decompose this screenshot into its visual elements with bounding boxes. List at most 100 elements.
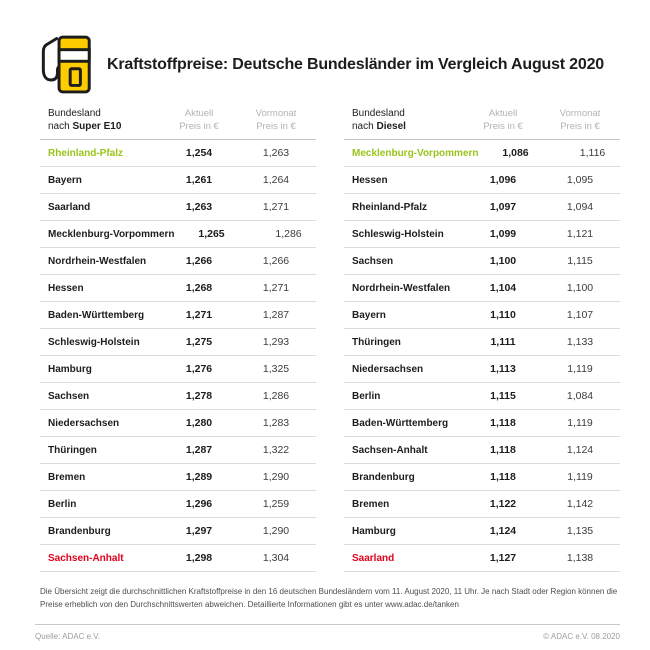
previous-month-price: 1,271 [262, 282, 290, 294]
table-header: Bundesland nach Diesel Aktuell Preis in … [344, 107, 620, 140]
state-name: Niedersachsen [48, 417, 120, 429]
current-price: 1,280 [185, 417, 213, 429]
table-row: Schleswig-Holstein 1,099 1,121 [344, 221, 620, 248]
state-name: Sachsen-Anhalt [48, 552, 124, 564]
table-row: Mecklenburg-Vorpommern 1,086 1,116 [344, 140, 620, 167]
state-label: Bundesland [352, 108, 405, 119]
table-row: Brandenburg 1,297 1,290 [40, 518, 316, 545]
table-row: Mecklenburg-Vorpommern 1,265 1,286 [40, 221, 316, 248]
table-row: Berlin 1,115 1,084 [344, 383, 620, 410]
state-name: Schleswig-Holstein [48, 336, 140, 348]
current-price: 1,276 [185, 363, 213, 375]
table-header: Bundesland nach Super E10 Aktuell Preis … [40, 107, 316, 140]
column-header-aktuell: Aktuell Preis in € [483, 108, 523, 132]
current-price: 1,127 [489, 552, 517, 564]
table-row: Niedersachsen 1,280 1,283 [40, 410, 316, 437]
previous-month-price: 1,119 [567, 363, 593, 375]
copyright-text: © ADAC e.V. 08.2020 [543, 631, 620, 641]
state-name: Nordrhein-Westfalen [352, 282, 451, 294]
previous-month-price: 1,084 [566, 390, 594, 402]
state-name: Nordrhein-Westfalen [48, 255, 147, 267]
current-price: 1,296 [185, 498, 213, 510]
table-row: Baden-Württemberg 1,271 1,287 [40, 302, 316, 329]
current-price: 1,099 [489, 228, 517, 240]
current-price: 1,263 [185, 201, 213, 213]
previous-month-price: 1,142 [566, 498, 594, 510]
previous-month-price: 1,119 [567, 471, 593, 483]
state-name: Sachsen [352, 255, 394, 267]
column-header-state: Bundesland nach Super E10 [40, 107, 162, 133]
state-name: Hessen [48, 282, 84, 294]
state-name: Brandenburg [352, 471, 415, 483]
previous-month-price: 1,121 [566, 228, 594, 240]
current-price: 1,115 [490, 390, 516, 402]
current-price: 1,097 [489, 201, 517, 213]
previous-month-price: 1,266 [262, 255, 290, 267]
state-name: Hamburg [48, 363, 92, 375]
table-row: Bayern 1,261 1,264 [40, 167, 316, 194]
current-price: 1,113 [490, 363, 516, 375]
current-price: 1,275 [185, 336, 213, 348]
state-name: Bremen [352, 498, 390, 510]
state-name: Saarland [352, 552, 395, 564]
current-price: 1,111 [490, 336, 516, 348]
previous-month-price: 1,135 [566, 525, 594, 537]
page-title: Kraftstoffpreise: Deutsche Bundesländer … [107, 56, 604, 73]
table-row: Sachsen 1,100 1,115 [344, 248, 620, 275]
previous-month-price: 1,095 [566, 174, 594, 186]
current-price: 1,261 [185, 174, 213, 186]
state-name: Bayern [352, 309, 386, 321]
state-name: Sachsen [48, 390, 90, 402]
super-e10-table: Bundesland nach Super E10 Aktuell Preis … [40, 107, 316, 572]
table-row: Bremen 1,122 1,142 [344, 491, 620, 518]
current-price: 1,254 [185, 147, 213, 159]
state-name: Baden-Württemberg [352, 417, 449, 429]
state-name: Berlin [48, 498, 77, 510]
table-row: Niedersachsen 1,113 1,119 [344, 356, 620, 383]
previous-month-price: 1,138 [566, 552, 594, 564]
tables-area: Bundesland nach Super E10 Aktuell Preis … [40, 107, 620, 572]
previous-month-price: 1,259 [262, 498, 290, 510]
state-prefix: nach [352, 121, 374, 132]
current-price: 1,118 [490, 471, 516, 483]
state-name: Brandenburg [48, 525, 111, 537]
state-name: Baden-Württemberg [48, 309, 145, 321]
header: Kraftstoffpreise: Deutsche Bundesländer … [40, 33, 620, 97]
previous-month-price: 1,107 [566, 309, 594, 321]
previous-month-price: 1,290 [262, 471, 290, 483]
current-price: 1,118 [490, 444, 516, 456]
current-price: 1,086 [502, 147, 529, 159]
state-name: Rheinland-Pfalz [48, 147, 124, 159]
previous-month-price: 1,286 [262, 390, 290, 402]
table-row: Rheinland-Pfalz 1,254 1,263 [40, 140, 316, 167]
state-name: Thüringen [352, 336, 401, 348]
table-row: Baden-Württemberg 1,118 1,119 [344, 410, 620, 437]
divider [35, 623, 620, 625]
state-name: Saarland [48, 201, 91, 213]
state-name: Niedersachsen [352, 363, 424, 375]
table-row: Berlin 1,296 1,259 [40, 491, 316, 518]
previous-month-price: 1,094 [566, 201, 594, 213]
table-row: Thüringen 1,111 1,133 [344, 329, 620, 356]
state-name: Sachsen-Anhalt [352, 444, 428, 456]
table-row: Rheinland-Pfalz 1,097 1,094 [344, 194, 620, 221]
previous-month-price: 1,293 [262, 336, 290, 348]
previous-month-price: 1,304 [262, 552, 290, 564]
previous-month-price: 1,286 [275, 228, 302, 240]
current-price: 1,297 [185, 525, 213, 537]
state-name: Hessen [352, 174, 388, 186]
footer: Quelle: ADAC e.V. © ADAC e.V. 08.2020 [35, 632, 620, 641]
current-price: 1,124 [489, 525, 517, 537]
table-row: Sachsen-Anhalt 1,298 1,304 [40, 545, 316, 572]
previous-month-price: 1,124 [566, 444, 594, 456]
current-price: 1,289 [185, 471, 213, 483]
previous-month-price: 1,322 [262, 444, 290, 456]
previous-month-price: 1,263 [262, 147, 290, 159]
fuel-name: Diesel [376, 121, 406, 132]
table-row: Nordrhein-Westfalen 1,266 1,266 [40, 248, 316, 275]
table-row: Thüringen 1,287 1,322 [40, 437, 316, 464]
current-price: 1,122 [489, 498, 517, 510]
fuel-name: Super E10 [72, 121, 122, 132]
current-price: 1,110 [490, 309, 516, 321]
